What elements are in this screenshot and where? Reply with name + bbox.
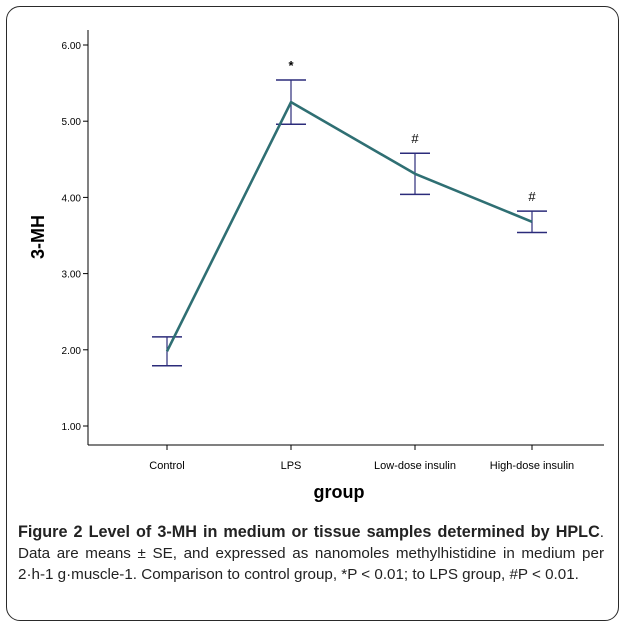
- x-tick-label: Low-dose insulin: [374, 460, 456, 472]
- x-axis: Control LPS Low-dose insulin High-dose insu…: [88, 444, 604, 472]
- x-axis-title: group: [314, 482, 365, 502]
- y-axis: 1.00 2.00 3.00 4.00 5.00 6.00: [62, 30, 89, 445]
- significance-annotation: #: [528, 189, 536, 204]
- figure-frame: [6, 6, 619, 621]
- x-tick-label: LPS: [281, 460, 302, 472]
- significance-annotation: #: [411, 131, 419, 146]
- y-tick-label: 5.00: [62, 117, 82, 128]
- figure-caption: Figure 2 Level of 3-MH in medium or tiss…: [18, 522, 604, 585]
- y-tick-label: 3.00: [62, 270, 82, 281]
- series-line: [165, 100, 533, 352]
- x-tick-label: High-dose insulin: [490, 460, 574, 472]
- plot-area: * # #: [152, 58, 547, 367]
- caption-label: Figure 2 Level of 3-MH in medium or tiss…: [18, 523, 600, 541]
- y-tick-label: 4.00: [62, 193, 82, 204]
- y-tick-label: 1.00: [62, 422, 82, 433]
- y-axis-title: 3-MH: [28, 215, 48, 259]
- significance-annotation: *: [288, 58, 294, 73]
- y-tick-label: 2.00: [62, 346, 82, 357]
- y-tick-label: 6.00: [62, 41, 82, 52]
- x-tick-label: Control: [149, 460, 184, 472]
- caption-text: . Data are means ± SE, and expressed as …: [18, 524, 604, 583]
